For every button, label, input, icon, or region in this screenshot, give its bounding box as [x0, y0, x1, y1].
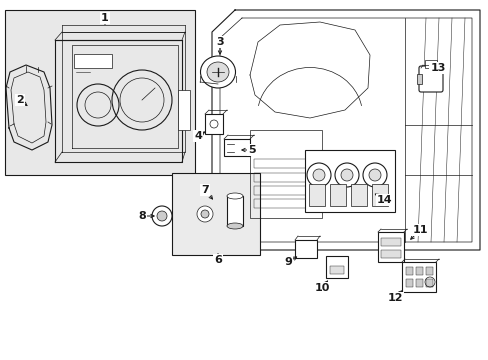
Bar	[226, 196, 243, 226]
Text: 10: 10	[314, 283, 329, 293]
Ellipse shape	[157, 211, 167, 221]
FancyBboxPatch shape	[294, 240, 316, 258]
Text: 9: 9	[284, 257, 291, 267]
Bar	[253, 199, 313, 208]
Text: 2: 2	[16, 95, 24, 105]
Bar	[329, 266, 343, 274]
Bar	[405, 279, 412, 287]
Bar	[172, 173, 260, 255]
Bar	[74, 54, 112, 68]
Text: 1: 1	[101, 13, 109, 23]
Text: 4: 4	[194, 131, 202, 141]
Bar	[405, 267, 412, 275]
Text: 11: 11	[411, 225, 427, 235]
Ellipse shape	[226, 223, 243, 229]
Bar	[253, 159, 313, 168]
Bar	[249, 130, 321, 218]
Text: 6: 6	[214, 255, 222, 265]
Bar	[224, 139, 249, 156]
Bar	[416, 74, 421, 84]
Text: 12: 12	[386, 293, 402, 303]
Bar	[371, 184, 387, 206]
Ellipse shape	[200, 56, 235, 88]
Bar	[329, 184, 346, 206]
Bar	[380, 250, 400, 258]
Bar	[380, 238, 400, 246]
Ellipse shape	[226, 193, 243, 199]
Text: 7: 7	[201, 185, 208, 195]
Ellipse shape	[197, 206, 213, 222]
Bar	[424, 60, 436, 68]
FancyBboxPatch shape	[305, 150, 394, 212]
Bar	[415, 267, 422, 275]
FancyBboxPatch shape	[204, 114, 223, 134]
Bar	[415, 279, 422, 287]
Bar	[350, 184, 366, 206]
Bar	[253, 173, 313, 182]
Bar	[308, 184, 325, 206]
Bar	[253, 186, 313, 195]
Bar	[178, 90, 190, 130]
Bar	[425, 267, 432, 275]
Circle shape	[340, 169, 352, 181]
Text: 5: 5	[248, 145, 255, 155]
FancyBboxPatch shape	[401, 262, 435, 292]
Ellipse shape	[201, 210, 208, 218]
Bar	[425, 279, 432, 287]
Circle shape	[368, 169, 380, 181]
Ellipse shape	[152, 206, 172, 226]
FancyBboxPatch shape	[325, 256, 347, 278]
FancyBboxPatch shape	[418, 66, 442, 92]
Circle shape	[312, 169, 325, 181]
Text: 8: 8	[138, 211, 145, 221]
FancyBboxPatch shape	[377, 232, 403, 262]
Text: 3: 3	[216, 37, 224, 47]
Bar	[5, 10, 195, 175]
Text: 13: 13	[429, 63, 445, 73]
Text: 14: 14	[376, 195, 392, 205]
Ellipse shape	[206, 62, 228, 82]
